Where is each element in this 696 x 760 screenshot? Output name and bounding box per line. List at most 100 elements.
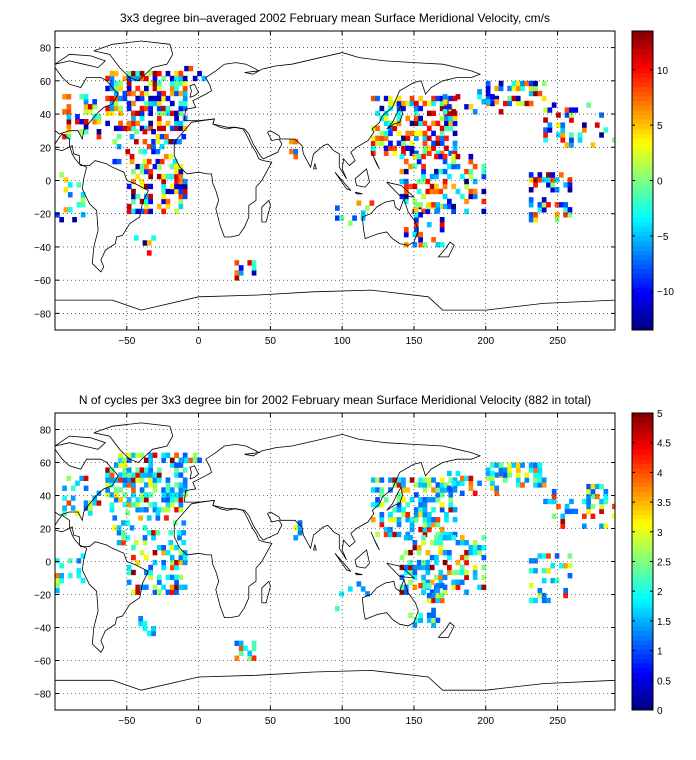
data-cell [96, 500, 102, 506]
data-cell [83, 119, 89, 125]
colorbar-segment [632, 101, 653, 107]
data-cell [369, 200, 375, 206]
data-cell [247, 655, 253, 661]
colorbar-segment [632, 658, 653, 665]
data-cell [451, 203, 457, 210]
data-cell [156, 105, 162, 112]
data-cell [543, 117, 548, 123]
data-cell [113, 85, 119, 92]
colorbar-segment [632, 515, 653, 521]
colorbar-tick-label: 3 [657, 528, 663, 539]
data-cell [472, 193, 478, 200]
data-cell [412, 153, 418, 160]
data-cell [481, 168, 487, 175]
data-cell [537, 592, 543, 599]
data-cell [418, 212, 424, 218]
colorbar-tick-label: 5 [657, 121, 663, 132]
data-cell [146, 515, 152, 521]
colorbar-segment [632, 35, 653, 41]
data-cell [251, 265, 257, 271]
data-cell [392, 477, 398, 483]
data-cell [485, 470, 491, 477]
y-tick-label: 60 [40, 77, 52, 88]
colorbar-segment [632, 482, 653, 488]
data-cell [118, 477, 123, 483]
colorbar-segment [632, 422, 653, 428]
data-cell [152, 502, 158, 508]
data-cell [451, 569, 457, 576]
data-cell [67, 207, 73, 213]
data-cell [421, 540, 426, 546]
colorbar-segment [632, 82, 653, 88]
data-cell [507, 462, 513, 468]
y-tick-label: 40 [40, 110, 52, 121]
data-cell [174, 545, 179, 551]
data-cell [412, 540, 418, 546]
data-cell [412, 232, 418, 238]
data-cell [178, 203, 184, 210]
data-cell [383, 130, 389, 137]
data-cell [464, 198, 469, 205]
data-cell [537, 172, 543, 178]
data-cell [126, 467, 132, 473]
data-cell [490, 100, 495, 107]
colorbar-segment [632, 311, 653, 317]
data-cell [139, 178, 145, 185]
data-cell [178, 193, 184, 200]
colorbar-segment [632, 677, 653, 683]
data-cell [388, 526, 393, 533]
data-cell [468, 168, 474, 175]
data-cell [408, 183, 413, 190]
data-cell [459, 193, 465, 200]
y-tick-label: 20 [40, 143, 52, 154]
y-tick-label: 60 [40, 459, 52, 470]
data-cell [412, 569, 418, 576]
data-cell [156, 80, 162, 87]
data-cell [422, 482, 428, 488]
data-cell [118, 85, 123, 92]
data-cell [126, 482, 132, 488]
data-cell [421, 178, 426, 185]
data-cell [434, 535, 439, 541]
data-cell [435, 202, 441, 208]
data-cell [396, 140, 402, 146]
data-cell [182, 105, 188, 112]
data-cell [118, 95, 123, 102]
data-cell [347, 220, 353, 226]
data-cell [448, 95, 454, 102]
data-cell [403, 564, 409, 571]
data-cell [472, 109, 478, 115]
colorbar-segment [632, 152, 653, 158]
data-cell [396, 492, 402, 498]
data-cell [125, 148, 131, 155]
coastline [437, 241, 455, 258]
data-cell [435, 482, 441, 488]
data-cell [447, 554, 452, 561]
data-cell [122, 477, 128, 483]
data-cell [156, 203, 162, 210]
colorbar: 54.543.532.521.510.50 [631, 409, 671, 717]
data-cell [401, 497, 406, 503]
data-cell [412, 564, 418, 571]
colorbar-segment [632, 501, 653, 507]
colorbar-tick-label: 3.5 [657, 498, 671, 509]
data-cell [414, 130, 419, 137]
colorbar-segment [632, 245, 653, 252]
data-cell [156, 163, 162, 170]
data-cell [464, 554, 469, 561]
data-cell [70, 505, 76, 511]
data-cell [388, 130, 393, 137]
data-cell [442, 183, 448, 190]
data-cell [528, 583, 534, 589]
data-cell [142, 625, 148, 632]
data-cell [528, 217, 534, 223]
data-cell [477, 94, 482, 100]
data-cell [408, 559, 413, 566]
data-cell [494, 85, 500, 92]
data-cell [569, 498, 574, 505]
data-cell [134, 235, 139, 241]
data-cell [434, 554, 439, 561]
data-cell [477, 480, 482, 486]
data-cell [481, 163, 487, 170]
data-cell [178, 550, 184, 556]
